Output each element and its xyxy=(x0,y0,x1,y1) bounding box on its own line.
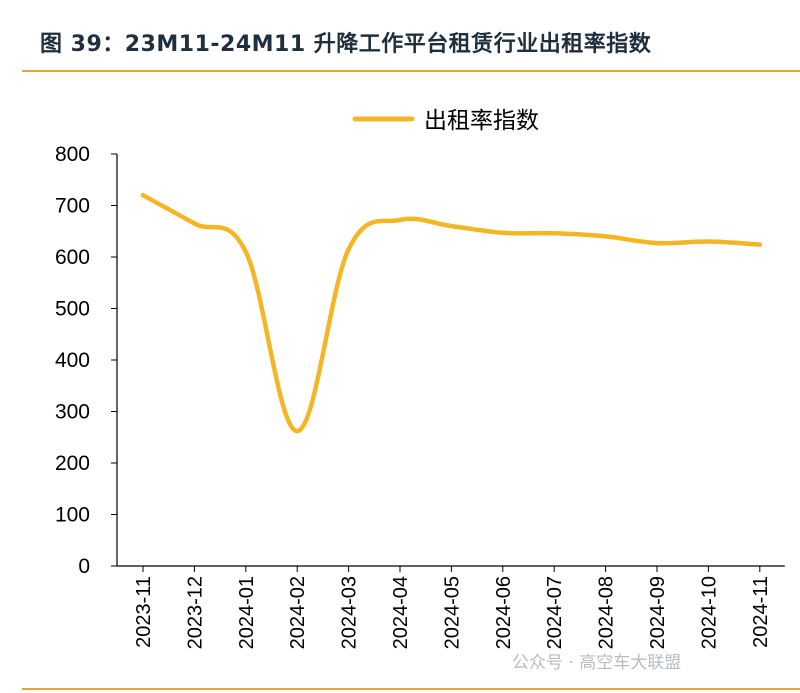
title-divider xyxy=(22,70,800,72)
x-tick-label: 2024-06 xyxy=(493,576,515,649)
watermark: 公众号 · 高空车大联盟 xyxy=(512,653,682,673)
x-tick-label: 2024-09 xyxy=(647,576,669,649)
data-point xyxy=(397,217,403,223)
figure-header: 图 39：23M11-24M11 升降工作平台租赁行业出租率指数 xyxy=(0,0,800,72)
y-tick-label: 300 xyxy=(55,401,90,424)
x-tick-label: 2024-10 xyxy=(698,576,720,649)
data-point xyxy=(346,247,351,252)
data-point xyxy=(500,230,505,235)
y-tick-label: 100 xyxy=(55,504,90,527)
series-line-出租率指数 xyxy=(140,192,763,434)
data-point xyxy=(243,249,248,255)
data-point xyxy=(449,223,454,229)
x-tick-label: 2023-11 xyxy=(133,576,155,648)
x-tick-label: 2024-04 xyxy=(390,576,412,649)
x-tick-label: 2024-01 xyxy=(236,576,258,649)
data-point xyxy=(295,428,300,434)
x-tick-label: 2024-08 xyxy=(596,576,618,649)
x-tick-label: 2024-02 xyxy=(287,576,309,649)
data-point xyxy=(706,239,711,244)
y-tick-label: 800 xyxy=(55,143,90,166)
x-tick-label: 2024-03 xyxy=(339,576,361,649)
data-point xyxy=(757,242,762,247)
y-tick-label: 400 xyxy=(55,349,90,372)
data-point xyxy=(603,234,608,239)
x-tick-label: 2024-07 xyxy=(544,576,566,649)
x-tick-label: 2024-05 xyxy=(441,576,463,649)
x-tick-label: 2024-11 xyxy=(750,576,772,648)
y-tick-label: 200 xyxy=(55,452,90,475)
data-point xyxy=(192,221,197,226)
data-point xyxy=(654,240,660,246)
legend-label: 出租率指数 xyxy=(424,108,539,134)
bottom-divider xyxy=(22,688,800,690)
data-point xyxy=(552,231,557,236)
y-tick-label: 0 xyxy=(78,555,90,578)
data-point xyxy=(140,193,146,198)
y-tick-label: 700 xyxy=(55,195,90,218)
figure-title: 图 39：23M11-24M11 升降工作平台租赁行业出租率指数 xyxy=(40,32,652,57)
x-tick-label: 2023-12 xyxy=(184,576,206,649)
y-tick-label: 600 xyxy=(55,246,90,269)
y-tick-label: 500 xyxy=(55,298,90,321)
